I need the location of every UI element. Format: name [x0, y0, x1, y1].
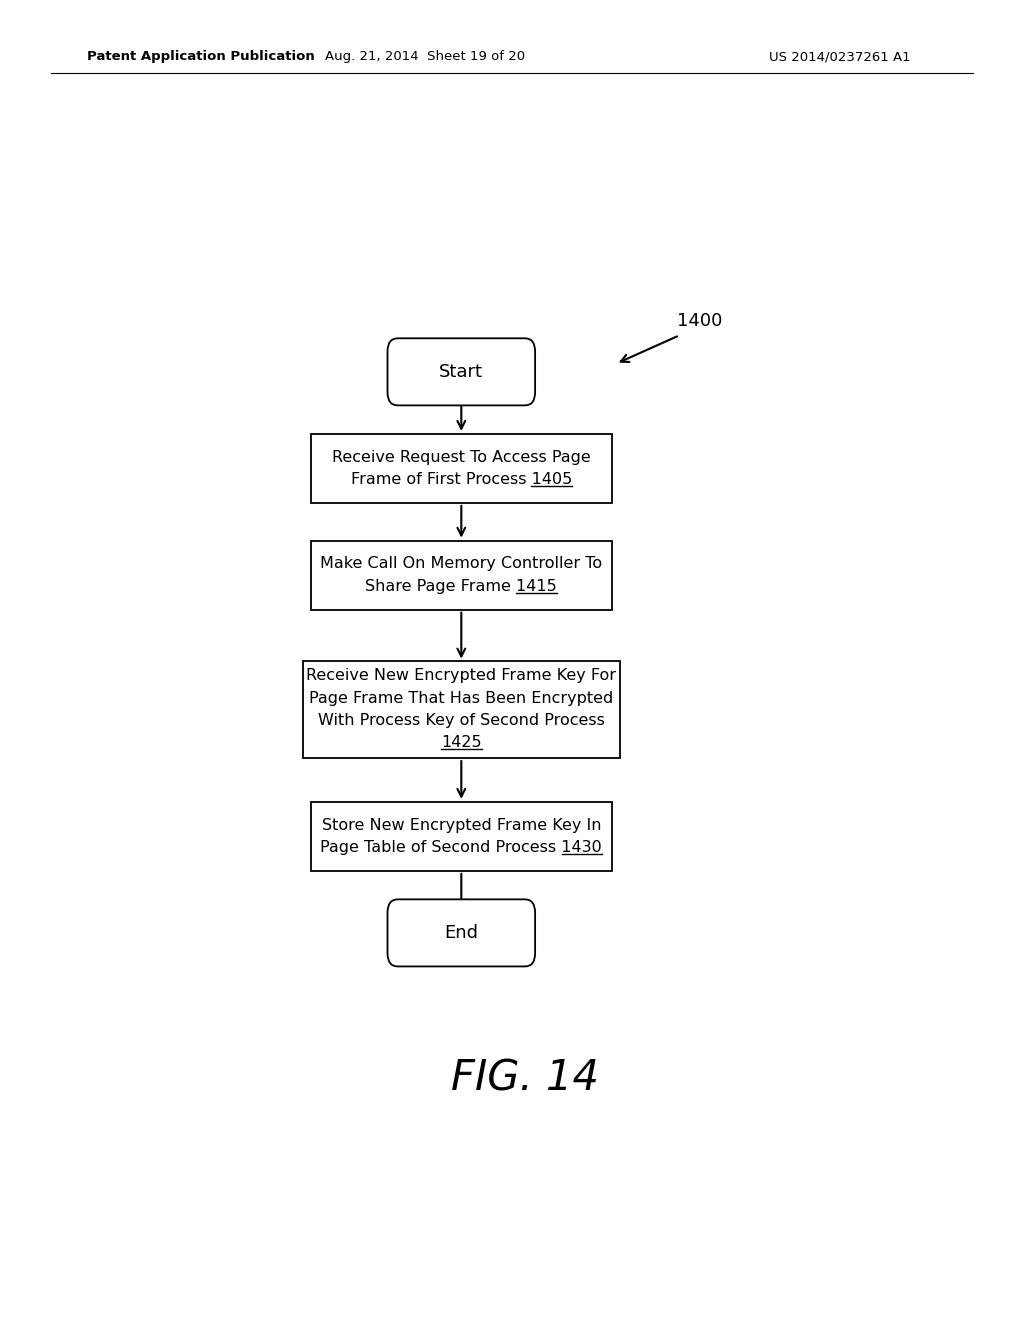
Text: Receive New Encrypted Frame Key For: Receive New Encrypted Frame Key For [306, 668, 616, 684]
FancyBboxPatch shape [303, 661, 620, 758]
FancyBboxPatch shape [387, 899, 536, 966]
Text: US 2014/0237261 A1: US 2014/0237261 A1 [769, 50, 910, 63]
Text: Receive Request To Access Page: Receive Request To Access Page [332, 450, 591, 465]
FancyBboxPatch shape [310, 801, 612, 871]
Text: Make Call On Memory Controller To: Make Call On Memory Controller To [321, 557, 602, 572]
Text: Share Page Frame 1415: Share Page Frame 1415 [366, 578, 557, 594]
Text: FIG. 14: FIG. 14 [451, 1057, 599, 1100]
FancyBboxPatch shape [310, 434, 612, 503]
Text: Aug. 21, 2014  Sheet 19 of 20: Aug. 21, 2014 Sheet 19 of 20 [325, 50, 525, 63]
Text: Store New Encrypted Frame Key In: Store New Encrypted Frame Key In [322, 817, 601, 833]
Text: 1400: 1400 [677, 312, 722, 330]
Text: Page Table of Second Process 1430: Page Table of Second Process 1430 [321, 840, 602, 855]
Text: With Process Key of Second Process: With Process Key of Second Process [317, 713, 605, 727]
Text: Page Frame That Has Been Encrypted: Page Frame That Has Been Encrypted [309, 690, 613, 706]
Text: Patent Application Publication: Patent Application Publication [87, 50, 314, 63]
Text: Start: Start [439, 363, 483, 381]
Text: 1425: 1425 [441, 735, 481, 750]
Text: End: End [444, 924, 478, 942]
Text: Frame of First Process 1405: Frame of First Process 1405 [350, 473, 572, 487]
FancyBboxPatch shape [387, 338, 536, 405]
FancyBboxPatch shape [310, 541, 612, 610]
